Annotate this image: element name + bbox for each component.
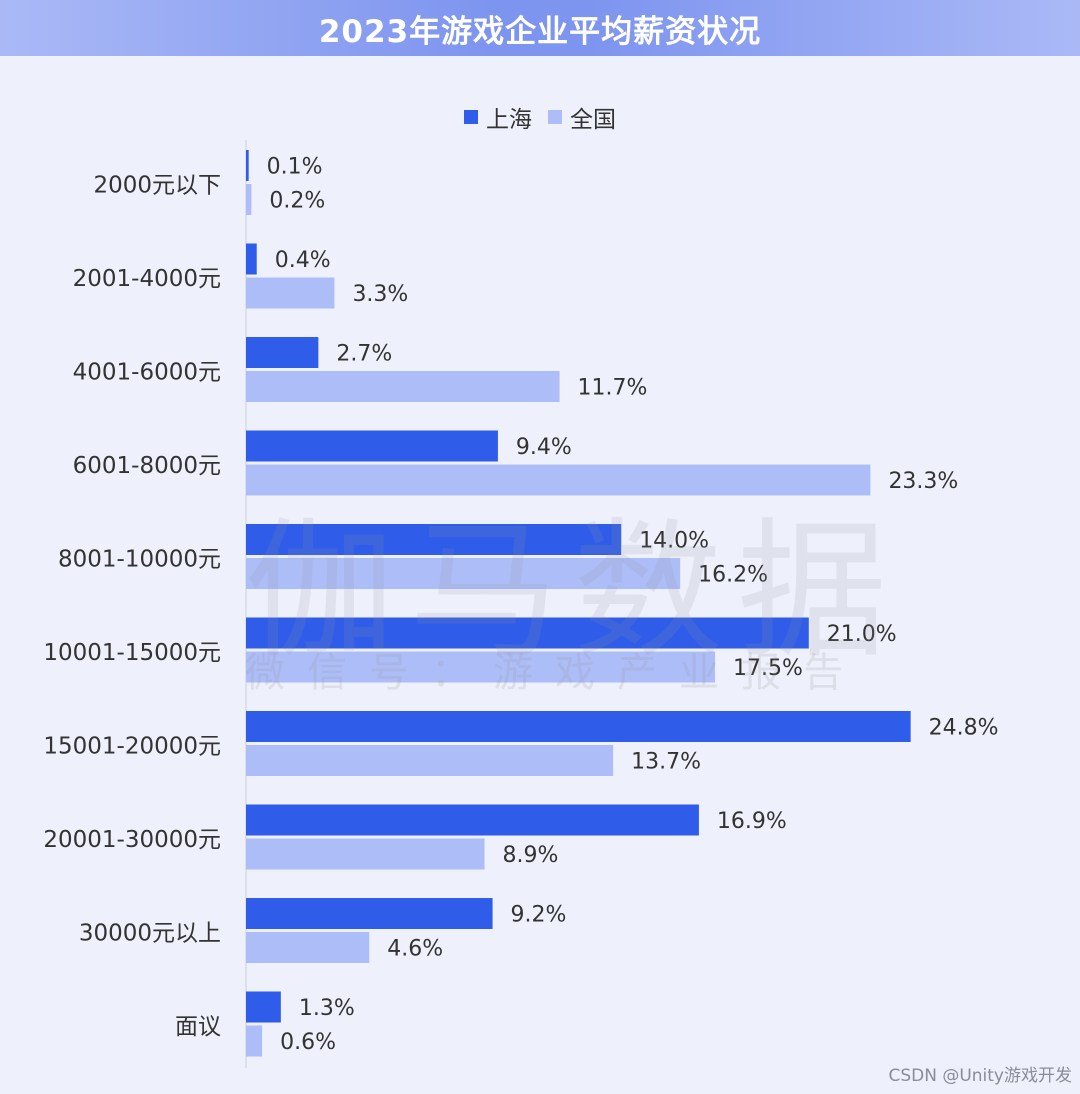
data-label: 0.1% [267,155,323,180]
category-label: 6001-8000元 [73,453,221,479]
data-label: 13.7% [631,750,701,775]
bar-national [246,1025,263,1057]
category-label: 4001-6000元 [73,360,221,386]
data-label: 1.3% [299,996,355,1021]
category-label: 面议 [175,1014,221,1040]
bar-shanghai [246,243,257,275]
legend-swatch-shanghai [464,110,478,124]
category-label: 2001-4000元 [73,266,221,292]
bar-shanghai [246,150,249,181]
data-label: 9.4% [516,435,572,460]
bar-shanghai [246,524,622,555]
category-label: 15001-20000元 [43,734,221,760]
bar-shanghai [246,430,498,462]
category-label: 2000元以下 [93,173,221,199]
data-label: 11.7% [578,376,648,401]
category-label: 20001-30000元 [43,827,221,853]
data-label: 0.4% [275,248,331,273]
bar-shanghai [246,617,809,649]
data-label: 23.3% [888,469,958,494]
chart-title: 2023年游戏企业平均薪资状况 [318,13,762,50]
data-label: 24.8% [929,716,999,741]
bar-national [246,558,681,589]
data-label: 3.3% [352,282,408,307]
bar-national [246,464,871,496]
bar-national [246,277,335,309]
credit-text: CSDN @Unity游戏开发 [888,1066,1072,1086]
bar-shanghai [246,711,911,742]
legend: 上海 全国 [0,100,1080,134]
data-label: 0.6% [280,1030,336,1055]
bar-shanghai [246,991,281,1023]
data-label: 16.2% [698,563,768,588]
bar-national [246,745,614,776]
data-label: 9.2% [511,903,567,928]
bar-national [246,932,370,963]
bar-shanghai [246,804,699,836]
bar-national [246,371,560,402]
category-label: 10001-15000元 [43,640,221,666]
data-label: 4.6% [387,937,443,962]
data-label: 8.9% [503,843,559,868]
bar-national [246,651,715,683]
data-label: 16.9% [717,809,787,834]
category-label: 30000元以上 [79,921,221,947]
legend-item-shanghai: 上海 [464,100,532,134]
bar-shanghai [246,337,319,368]
data-label: 2.7% [336,342,392,367]
data-label: 14.0% [639,529,709,554]
data-label: 21.0% [827,622,897,647]
title-bar: 2023年游戏企业平均薪资状况 [0,0,1080,56]
legend-item-national: 全国 [548,100,616,134]
bar-shanghai [246,898,493,929]
data-label: 0.2% [269,189,325,214]
legend-swatch-national [548,110,562,124]
category-label: 8001-10000元 [58,547,221,573]
bar-national [246,184,252,215]
legend-label-national: 全国 [570,107,616,133]
data-label: 17.5% [733,656,803,681]
bar-national [246,838,485,870]
legend-label-shanghai: 上海 [486,107,532,133]
